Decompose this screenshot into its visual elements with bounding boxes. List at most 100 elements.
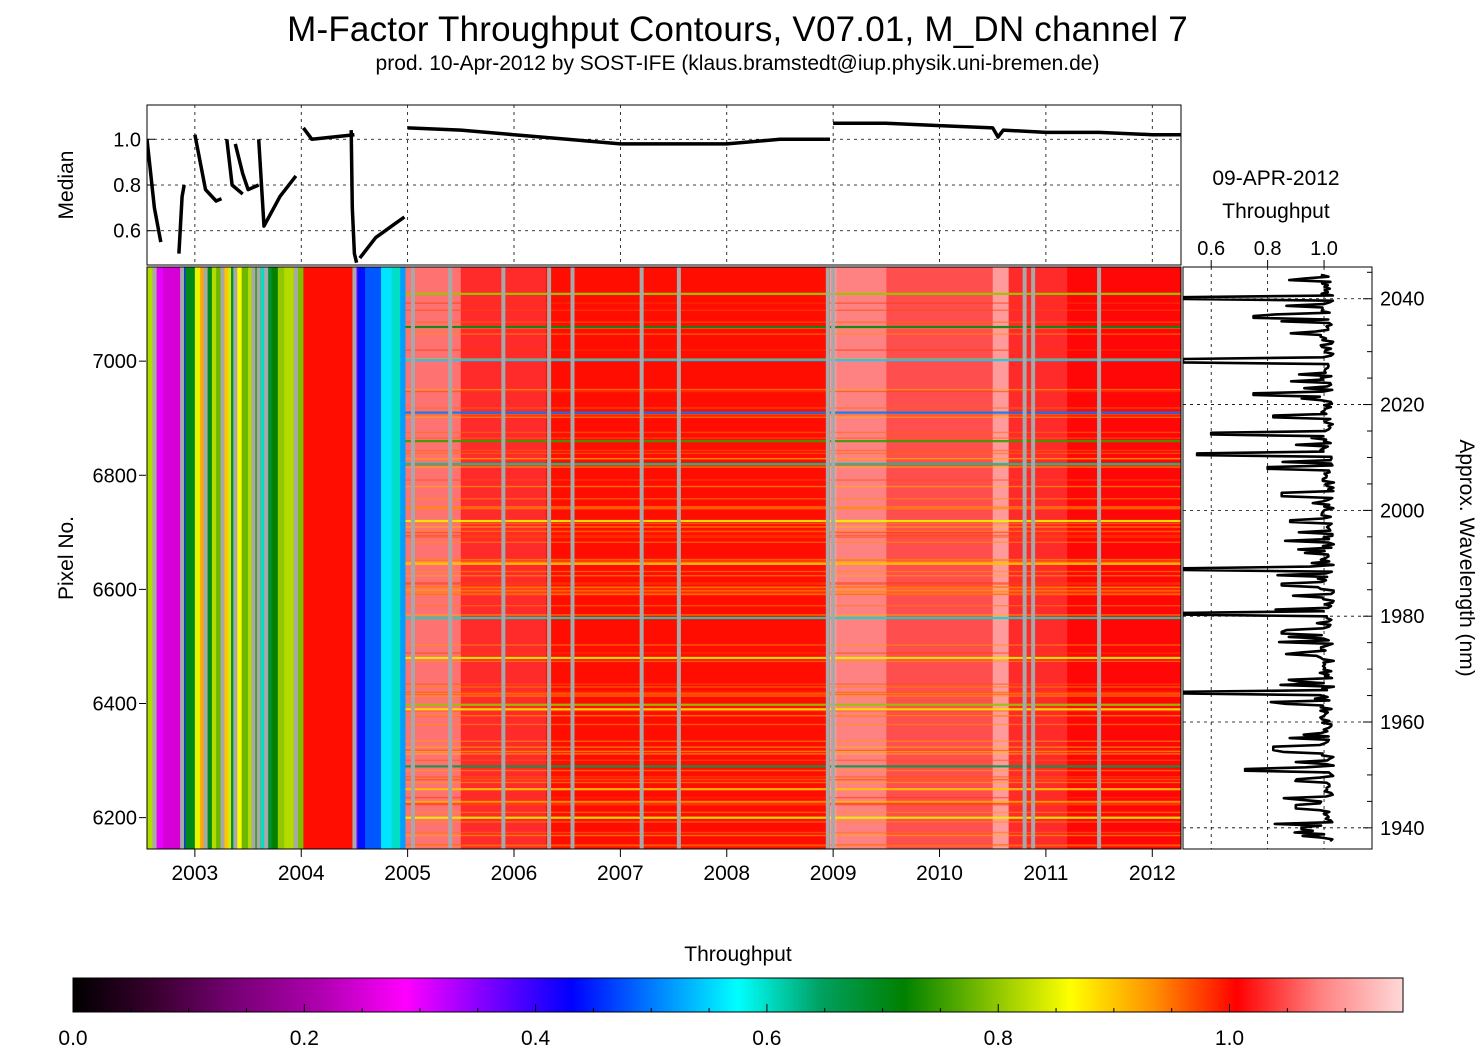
- heatmap-data-gap: [639, 267, 644, 849]
- heatmap-band: [194, 267, 201, 849]
- profile-wl-tick-label: 1980: [1380, 606, 1425, 628]
- profile-wl-tick-label: 2000: [1380, 500, 1425, 522]
- heatmap-xtick-label: 2003: [172, 862, 219, 885]
- heatmap-frame: [146, 266, 1182, 850]
- heatmap-data-gap: [410, 267, 415, 849]
- heatmap-texture-row: [405, 811, 1181, 814]
- heatmap-band: [260, 267, 266, 849]
- heatmap-texture-row: [405, 802, 1181, 805]
- heatmap-texture-row: [405, 781, 1181, 784]
- heatmap-texture-row: [405, 714, 1181, 717]
- profile-title-date: 09-APR-2012: [1212, 167, 1339, 190]
- median-series-line: [177, 184, 186, 254]
- heatmap-band: [241, 267, 249, 849]
- heatmap-pixel-row: [405, 708, 1181, 711]
- heatmap-xtick-label: 2007: [597, 862, 644, 885]
- heatmap-texture-row: [405, 740, 1181, 742]
- heatmap-pixel-row: [405, 519, 1181, 523]
- heatmap-pixel-row: [405, 788, 1181, 791]
- colorbar-bar: [72, 977, 1404, 1013]
- heatmap-xtick-label: 2005: [384, 862, 431, 885]
- heatmap-band: [992, 267, 1010, 849]
- heatmap-data-gap: [825, 267, 830, 849]
- heatmap-xtick-label: 2010: [916, 862, 963, 885]
- heatmap-texture-row: [405, 485, 1181, 488]
- median-series-line: [833, 121, 1181, 139]
- profile-wl-tick-label: 1960: [1380, 712, 1425, 734]
- heatmap-texture-row: [405, 710, 1181, 712]
- profile-wl-tick-label: 1940: [1380, 818, 1425, 840]
- heatmap-pixel-row: [405, 462, 1181, 466]
- heatmap-ytick-label: 6400: [93, 694, 138, 716]
- heatmap-band: [545, 267, 831, 849]
- heatmap-data-gap: [676, 267, 681, 849]
- heatmap-texture-row: [405, 457, 1181, 460]
- colorbar-tick-label: 1.0: [1215, 1027, 1244, 1050]
- heatmap-texture-row: [405, 437, 1181, 439]
- chart-title: M-Factor Throughput Contours, V07.01, M_…: [287, 10, 1188, 49]
- heatmap-pixel-row: [405, 562, 1181, 565]
- heatmap-texture-row: [405, 498, 1181, 500]
- heatmap-band: [236, 267, 243, 849]
- heatmap-texture-row: [405, 559, 1181, 561]
- heatmap-band: [400, 267, 406, 849]
- heatmap-texture-row: [405, 416, 1181, 418]
- heatmap-texture-row: [405, 695, 1181, 697]
- heatmap-texture-row: [405, 660, 1181, 663]
- heatmap-texture-row: [405, 321, 1181, 323]
- heatmap-data-gap: [501, 267, 506, 849]
- heatmap-texture-row: [405, 591, 1181, 593]
- profile-trace-group: [1183, 273, 1336, 843]
- heatmap-band: [223, 267, 229, 849]
- median-series-group: [147, 121, 1181, 264]
- heatmap-texture-row: [405, 614, 1181, 616]
- heatmap-band: [162, 267, 182, 849]
- colorbar-label: Throughput: [684, 943, 792, 966]
- heatmap-texture-row: [405, 464, 1181, 467]
- heatmap-texture-row: [405, 683, 1181, 685]
- heatmap-texture-row: [405, 333, 1181, 335]
- chart-subtitle: prod. 10-Apr-2012 by SOST-IFE (klaus.bra…: [375, 52, 1100, 75]
- profile-frame: [1182, 266, 1373, 850]
- heatmap-ytick-label: 7000: [93, 351, 138, 373]
- heatmap-texture-row: [405, 778, 1181, 781]
- profile-wl-tick-label: 2020: [1380, 395, 1425, 417]
- heatmap-texture-row: [405, 723, 1181, 726]
- profile-trace-line: [1183, 273, 1336, 843]
- heatmap-texture-row: [405, 309, 1181, 311]
- median-ytick-label: 1.0: [113, 129, 141, 151]
- heatmap-texture-row: [405, 693, 1181, 695]
- heatmap-pixel-row: [405, 616, 1181, 620]
- heatmap-data-gap: [1097, 267, 1102, 849]
- heatmap-texture-row: [405, 505, 1181, 508]
- heatmap-data-gap: [547, 267, 552, 849]
- heatmap-data-gap: [448, 267, 453, 849]
- profile-xtick-label: 0.8: [1254, 238, 1282, 260]
- heatmap-data-gap: [1022, 267, 1027, 849]
- heatmap-ytick-label: 6200: [93, 808, 138, 830]
- heatmap-band: [357, 267, 366, 849]
- heatmap-texture-row: [405, 776, 1181, 778]
- heatmap-data-gap: [251, 267, 256, 849]
- heatmap-texture-row: [405, 800, 1181, 803]
- heatmap-band: [211, 267, 217, 849]
- heatmap-texture-row: [405, 390, 1181, 393]
- heatmap-data-gap: [570, 267, 575, 849]
- heatmap-texture-row: [405, 759, 1181, 762]
- heatmap-pixel-row: [405, 440, 1181, 443]
- heatmap-ytick-label: 6600: [93, 579, 138, 601]
- heatmap-texture-row: [405, 507, 1181, 509]
- heatmap-texture-row: [405, 561, 1181, 563]
- heatmap-band: [365, 267, 382, 849]
- heatmap-xtick-label: 2004: [278, 862, 325, 885]
- heatmap-texture-row: [405, 769, 1181, 772]
- heatmap-band: [271, 267, 279, 849]
- heatmap-pixel-row: [405, 765, 1181, 768]
- profile-axis-label: Approx. Wavelength (nm): [1455, 439, 1475, 676]
- heatmap-pixel-row: [405, 703, 1181, 706]
- heatmap-texture-row: [405, 821, 1181, 823]
- heatmap-texture-row: [405, 804, 1181, 806]
- heatmap-texture-row: [405, 407, 1181, 409]
- heatmap-band: [207, 267, 213, 849]
- median-series-line: [193, 134, 223, 203]
